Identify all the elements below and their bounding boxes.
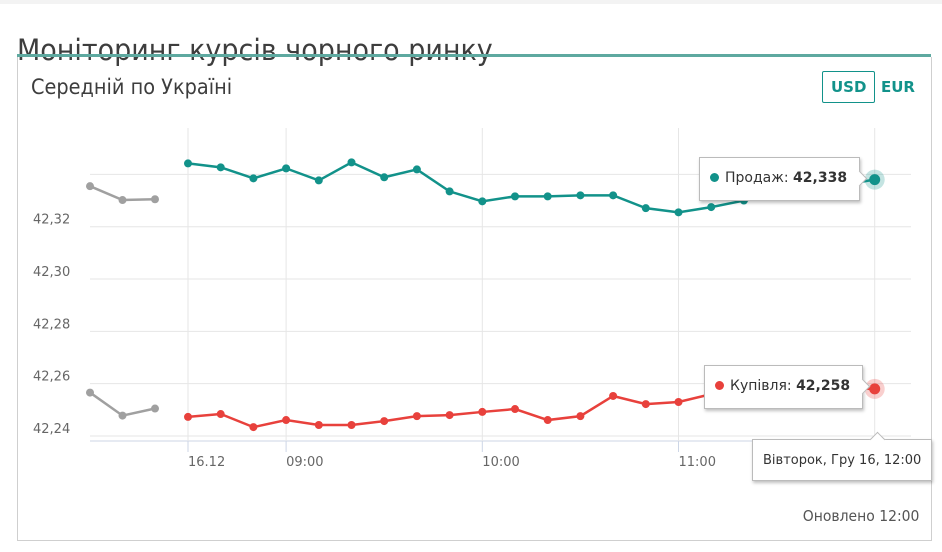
data-point [543, 192, 552, 201]
sell-dot-icon [710, 172, 719, 182]
data-point [674, 397, 683, 406]
date-tooltip-text: Вівторок, Гру 16, 12:00 [763, 453, 922, 468]
data-point [641, 204, 650, 213]
x-axis-label: 10:00 [482, 455, 519, 470]
data-point [314, 176, 323, 185]
data-point [412, 412, 421, 421]
data-point [445, 187, 454, 196]
data-point [282, 164, 291, 173]
data-point [445, 411, 454, 420]
hover-point [869, 383, 881, 395]
data-point [609, 391, 618, 400]
previous-day-point [86, 182, 94, 191]
buy-tooltip-value: 42,258 [796, 378, 851, 394]
data-point [216, 163, 225, 172]
sell-tooltip: Продаж: 42,338 [699, 157, 868, 201]
y-axis-label: 42,28 [33, 317, 70, 332]
x-axis-label: 16.12 [188, 455, 225, 470]
data-point [511, 192, 519, 201]
y-axis-label: 42,26 [33, 370, 70, 385]
data-point [412, 165, 421, 174]
sell-tooltip-value: 42,338 [793, 170, 848, 186]
buy-dot-icon [715, 380, 724, 390]
data-point [478, 407, 487, 416]
data-point [184, 412, 192, 421]
previous-day-point [86, 388, 94, 397]
y-axis-label: 42,30 [33, 265, 70, 280]
previous-day-point [118, 196, 127, 205]
data-point [511, 405, 519, 414]
updated-timestamp: Оновлено 12:00 [802, 507, 919, 525]
sell-tooltip-label: Продаж: [725, 170, 789, 186]
x-axis-label: 11:00 [679, 455, 716, 470]
data-point [282, 416, 291, 425]
data-point [576, 412, 585, 421]
buy-tooltip-label: Купівля: [730, 378, 792, 394]
data-point [249, 174, 258, 183]
data-point [609, 191, 618, 200]
previous-day-point [118, 411, 127, 420]
data-point [347, 421, 356, 430]
data-point [543, 416, 552, 425]
y-axis-label: 42,32 [33, 213, 70, 228]
rates-card: Середній по Україні USD EUR Оновлено 12:… [17, 57, 932, 541]
data-point [249, 423, 258, 432]
top-strip [0, 0, 942, 4]
hover-point [869, 174, 881, 186]
data-point [347, 158, 356, 167]
title-underline [17, 54, 931, 57]
data-point [216, 410, 225, 419]
data-point [674, 208, 683, 217]
data-point [184, 159, 192, 168]
page-title: Моніторинг курсів чорного ринку [17, 33, 493, 68]
date-tooltip: Вівторок, Гру 16, 12:00 [752, 431, 933, 481]
currency-tab-usd[interactable]: USD [822, 71, 876, 103]
data-point [314, 421, 323, 430]
card-title: Середній по Україні [31, 75, 233, 99]
data-point [641, 400, 650, 409]
y-axis-label: 42,24 [33, 422, 70, 437]
data-point [707, 203, 716, 212]
data-point [380, 173, 389, 182]
buy-tooltip: Купівля: 42,258 [704, 365, 871, 409]
previous-day-point [151, 404, 159, 413]
previous-day-point [151, 195, 159, 204]
data-point [380, 417, 389, 426]
x-axis-label: 09:00 [286, 455, 323, 470]
data-point [576, 191, 585, 200]
data-point [478, 197, 487, 206]
currency-tab-eur[interactable]: EUR [881, 78, 915, 96]
